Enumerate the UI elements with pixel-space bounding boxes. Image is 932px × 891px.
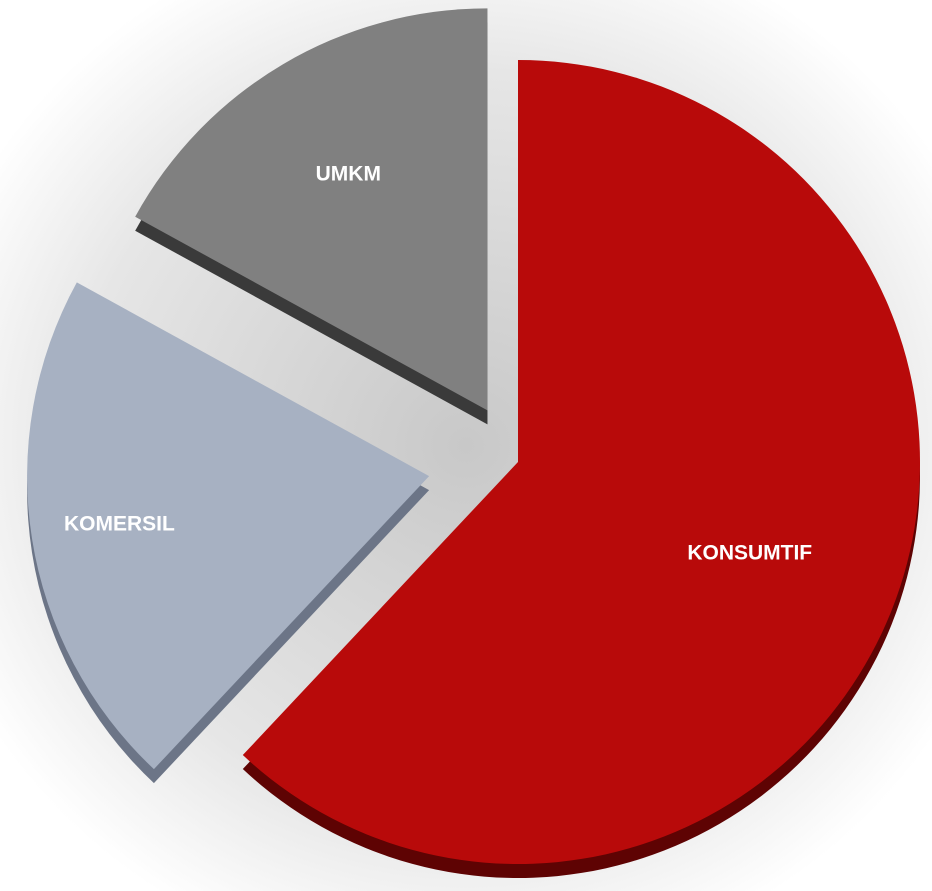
slice-label: UMKM: [316, 163, 381, 186]
slice: [27, 282, 430, 770]
slice-label: KONSUMTIF: [687, 541, 812, 564]
slice: [242, 60, 920, 864]
pie: KONSUMTIF KOMERSIL UMKM: [27, 8, 920, 878]
slice-label: KOMERSIL: [64, 513, 175, 536]
slice: [135, 8, 488, 411]
